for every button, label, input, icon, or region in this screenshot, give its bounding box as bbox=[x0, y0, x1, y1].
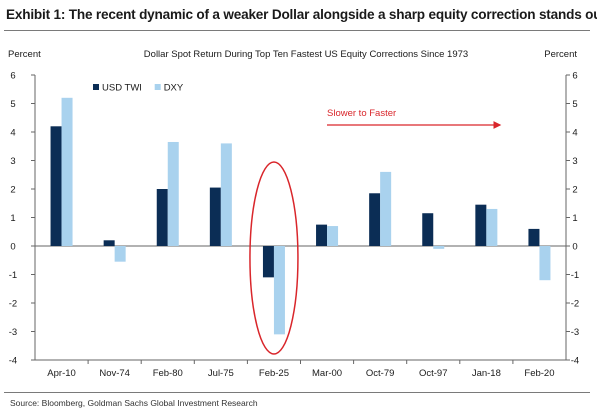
highlight-ellipse bbox=[249, 161, 299, 355]
x-tick-label: Oct-79 bbox=[366, 368, 395, 379]
bar-dxy bbox=[433, 246, 445, 249]
y-tick-label-left: 1 bbox=[10, 213, 15, 224]
bar-usd-twi bbox=[262, 246, 274, 278]
x-tick-label: Oct-97 bbox=[419, 368, 448, 379]
bar-dxy bbox=[61, 97, 73, 246]
x-tick-label: Apr-10 bbox=[47, 368, 76, 379]
x-tick-label: Jul-75 bbox=[208, 368, 234, 379]
y-tick-label-right: -3 bbox=[571, 327, 579, 338]
y-tick-label-left: 4 bbox=[10, 128, 15, 139]
axes: 6 6 5 5 4 4 3 3 2 2 1 1 0 0 -1 -1 -2 -2 -3 -3 -4 -4 Apr-10 Nov-… bbox=[9, 71, 579, 380]
y-tick-label-right: 1 bbox=[572, 213, 577, 224]
bar-usd-twi bbox=[475, 204, 487, 246]
y-tick-label-left: 6 bbox=[10, 71, 15, 82]
bottom-rule bbox=[4, 392, 590, 393]
bar-usd-twi bbox=[369, 193, 381, 246]
chart-title: Dollar Spot Return During Top Ten Fastes… bbox=[144, 49, 468, 60]
y-tick-label-right: 5 bbox=[572, 99, 577, 110]
top-rule bbox=[4, 30, 590, 31]
y-tick-label-left: -3 bbox=[9, 327, 17, 338]
y-tick-label-left: -2 bbox=[9, 299, 17, 310]
bar-dxy bbox=[273, 246, 285, 335]
bar-dxy bbox=[220, 143, 232, 246]
bar-usd-twi bbox=[316, 224, 328, 246]
y-tick-label-right: -1 bbox=[571, 270, 579, 281]
x-tick-label: Jan-18 bbox=[472, 368, 501, 379]
exhibit-title: Exhibit 1: The recent dynamic of a weake… bbox=[6, 7, 597, 22]
y-tick-label-left: -1 bbox=[9, 270, 17, 281]
y-tick-label-left: 0 bbox=[10, 242, 15, 253]
y-tick-label-right: -2 bbox=[571, 299, 579, 310]
legend-label: USD TWI bbox=[102, 83, 142, 94]
y-tick-label-right: 3 bbox=[572, 156, 577, 167]
y-tick-label-left: 5 bbox=[10, 99, 15, 110]
x-tick-label: Mar-00 bbox=[312, 368, 342, 379]
y-tick-label-right: 0 bbox=[572, 242, 577, 253]
bar-usd-twi bbox=[422, 213, 434, 246]
annotation-group: Slower to Faster bbox=[249, 108, 502, 355]
legend: USD TWI DXY bbox=[93, 83, 184, 94]
bar-dxy bbox=[114, 246, 126, 262]
y-tick-label-left: 2 bbox=[10, 185, 15, 196]
y-tick-label-left: 3 bbox=[10, 156, 15, 167]
legend-label: DXY bbox=[164, 83, 184, 94]
y-axis-label-left: Percent bbox=[8, 49, 41, 60]
x-tick-label: Feb-80 bbox=[153, 368, 183, 379]
x-tick-label: Feb-20 bbox=[524, 368, 554, 379]
bar-dxy bbox=[486, 208, 498, 246]
x-tick-label: Feb-25 bbox=[259, 368, 289, 379]
y-tick-label-right: 2 bbox=[572, 185, 577, 196]
bar-usd-twi bbox=[156, 189, 168, 246]
bar-dxy bbox=[380, 171, 392, 246]
y-axis-label-right: Percent bbox=[544, 49, 577, 60]
source-note: Source: Bloomberg, Goldman Sachs Global … bbox=[10, 398, 258, 408]
y-tick-label-right: 6 bbox=[572, 71, 577, 82]
x-tick-label: Nov-74 bbox=[99, 368, 130, 379]
bar-dxy bbox=[539, 246, 551, 281]
bar-dxy bbox=[167, 141, 179, 246]
bar-usd-twi bbox=[528, 228, 540, 246]
y-tick-label-left: -4 bbox=[9, 356, 17, 367]
bar-dxy bbox=[327, 226, 339, 246]
annotation-label: Slower to Faster bbox=[327, 108, 396, 119]
bar-usd-twi bbox=[209, 187, 221, 246]
bar-usd-twi bbox=[50, 126, 62, 246]
legend-swatch bbox=[154, 84, 161, 90]
bars-group bbox=[50, 97, 551, 335]
bar-usd-twi bbox=[103, 240, 115, 246]
y-tick-label-right: -4 bbox=[571, 356, 579, 367]
y-tick-label-right: 4 bbox=[572, 128, 577, 139]
legend-swatch bbox=[93, 84, 99, 90]
